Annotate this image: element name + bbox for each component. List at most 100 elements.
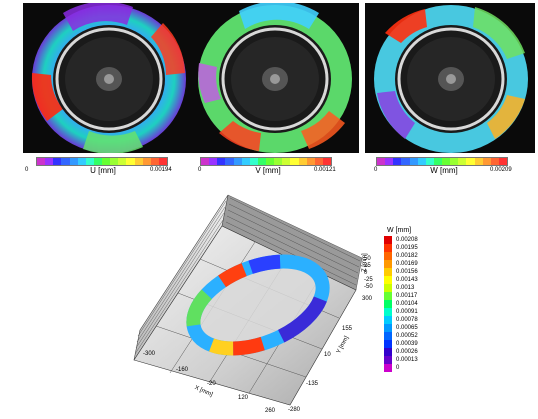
wheel-image-u — [23, 3, 193, 153]
w-legend-swatch — [384, 324, 392, 332]
y-tick-1: 155 — [342, 326, 353, 332]
colorbar-v-segment — [249, 158, 258, 165]
x-tick-0: -300 — [143, 351, 156, 357]
colorbar-v-segment — [225, 158, 234, 165]
colorbar-v-segment — [290, 158, 299, 165]
w-legend-swatch — [384, 236, 392, 244]
colorbar-v-label: V [mm] — [255, 166, 281, 175]
colorbar-v-max: 0.00121 — [314, 167, 336, 173]
w-legend-swatch — [384, 252, 392, 260]
colorbar-u-label: U [mm] — [90, 166, 116, 175]
z-tick-2: 0 — [364, 270, 368, 276]
z-tick-4: -50 — [364, 284, 373, 290]
w-legend-swatch — [384, 316, 392, 324]
w-legend-swatch — [384, 260, 392, 268]
w-legend-swatch — [384, 268, 392, 276]
colorbar-w-segment — [401, 158, 410, 165]
w-legend-value: 0.00026 — [396, 349, 418, 355]
w-legend-value: 0.00208 — [396, 237, 418, 243]
colorbar-w-segment — [425, 158, 434, 165]
colorbar-v-segment — [266, 158, 275, 165]
w-legend-value: 0.00195 — [396, 245, 418, 251]
colorbar-u-segment — [158, 158, 167, 165]
colorbar-w-segment — [442, 158, 451, 165]
colorbar-w-segment — [498, 158, 507, 165]
w-legend-swatches — [384, 236, 392, 372]
colorbar-v-segment — [209, 158, 218, 165]
x-tick-3: 120 — [238, 395, 249, 401]
colorbar-w-segment — [433, 158, 442, 165]
colorbar-u-segment — [134, 158, 143, 165]
w-legend-swatch — [384, 356, 392, 364]
w-legend-value: 0.0013 — [396, 285, 415, 291]
x-tick-1: -160 — [176, 367, 189, 373]
wheel-image-w — [365, 3, 535, 153]
w-legend-values: 0.00208 0.00195 0.00182 0.00169 0.00156 0.001… — [396, 236, 418, 372]
w-legend-swatch — [384, 364, 392, 372]
x-tick-2: -20 — [207, 381, 216, 387]
colorbar-u-segment — [118, 158, 127, 165]
colorbar-v — [200, 157, 332, 166]
colorbar-u-segment — [45, 158, 54, 165]
colorbar-w-segment — [450, 158, 459, 165]
colorbar-w-segment — [490, 158, 499, 165]
z-tick-3: -25 — [364, 277, 373, 283]
w-legend-value: 0.00104 — [396, 301, 418, 307]
colorbar-v-segment — [322, 158, 331, 165]
colorbar-u-segment — [85, 158, 94, 165]
w-legend-value: 0.00143 — [396, 277, 418, 283]
x-tick-4: 260 — [265, 408, 276, 414]
w-legend-value: 0.00169 — [396, 261, 418, 267]
colorbar-w-segment — [466, 158, 475, 165]
w-legend-value: 0.00091 — [396, 309, 418, 315]
w-legend-value: 0.00117 — [396, 293, 418, 299]
colorbar-u-segment — [126, 158, 135, 165]
colorbar-v-segment — [314, 158, 323, 165]
colorbar-w-segment — [377, 158, 386, 165]
colorbar-v-segment — [257, 158, 266, 165]
wheel-panel-w — [365, 3, 535, 153]
colorbar-u-segment — [102, 158, 111, 165]
colorbar-v-segment — [217, 158, 226, 165]
colorbar-u-segment — [93, 158, 102, 165]
y-tick-3: -135 — [306, 381, 319, 387]
colorbar-u-segment — [69, 158, 78, 165]
w-legend-swatch — [384, 348, 392, 356]
colorbar-u-segment — [61, 158, 70, 165]
z-tick-0: 50 — [364, 256, 371, 262]
colorbar-v-segment — [201, 158, 210, 165]
w-legend-swatch — [384, 308, 392, 316]
y-tick-4: -280 — [288, 407, 301, 413]
w-legend-value: 0.00013 — [396, 357, 418, 363]
colorbar-u-segment — [53, 158, 62, 165]
w-legend-value: 0.00039 — [396, 341, 418, 347]
w-legend-swatch — [384, 340, 392, 348]
colorbar-v-segment — [241, 158, 250, 165]
colorbar-w-segment — [393, 158, 402, 165]
w-legend-swatch — [384, 284, 392, 292]
w-legend-swatch — [384, 300, 392, 308]
colorbar-u — [36, 157, 168, 166]
colorbar-u-segment — [150, 158, 159, 165]
y-axis-label: Y [mm] — [336, 335, 351, 355]
colorbar-w-label: W [mm] — [430, 166, 458, 175]
colorbar-v-segment — [298, 158, 307, 165]
colorbar-u-segment — [110, 158, 119, 165]
w-legend-swatch — [384, 292, 392, 300]
colorbar-w-segment — [385, 158, 394, 165]
colorbar-w — [376, 157, 508, 166]
colorbar-v-segment — [282, 158, 291, 165]
y-tick-0: 300 — [362, 296, 373, 302]
colorbar-u-segment — [37, 158, 46, 165]
colorbar-w-segment — [482, 158, 491, 165]
colorbar-u-segment — [77, 158, 86, 165]
wheel-image-v — [189, 3, 359, 153]
w-legend-value: 0.00065 — [396, 325, 418, 331]
w-legend-value: 0 — [396, 365, 400, 371]
colorbar-u-segment — [142, 158, 151, 165]
wheel-panel-v — [189, 3, 359, 153]
colorbar-u-max: 0.00194 — [150, 167, 172, 173]
colorbar-v-min: 0 — [198, 167, 202, 173]
colorbar-u-min: 0 — [25, 167, 29, 173]
colorbar-w-segment — [409, 158, 418, 165]
